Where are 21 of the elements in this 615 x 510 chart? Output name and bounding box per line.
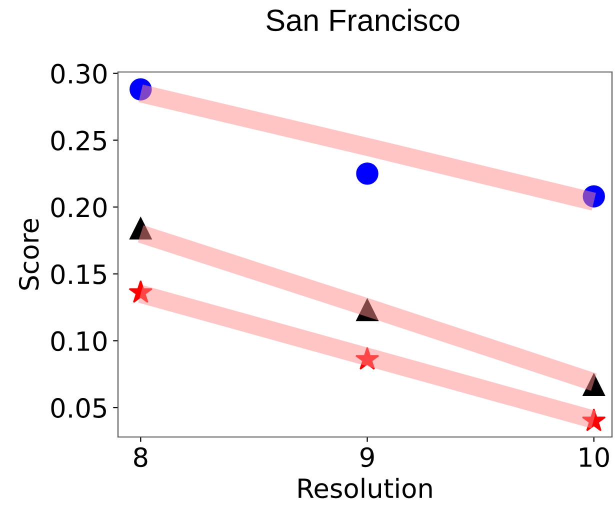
point xyxy=(356,298,378,322)
y-tick-label: 0.20 xyxy=(51,197,107,218)
y-tick-label: 0.25 xyxy=(51,130,106,151)
x-tick-label: 8 xyxy=(134,447,148,468)
point xyxy=(130,78,152,100)
y-tick-label: 0.10 xyxy=(51,331,107,352)
y-axis-title: Score xyxy=(18,218,39,290)
point xyxy=(355,346,380,370)
point xyxy=(582,185,605,208)
point xyxy=(356,162,378,185)
y-tick-label: 0.05 xyxy=(51,398,106,418)
x-tick-label: 9 xyxy=(360,447,374,468)
point xyxy=(582,374,605,396)
point xyxy=(582,408,606,432)
x-axis-title: Resolution xyxy=(298,478,432,498)
point xyxy=(128,280,153,303)
chart-title: San Francisco xyxy=(266,8,460,32)
x-tick-label: 10 xyxy=(580,447,609,468)
point xyxy=(130,217,152,240)
y-tick-label: 0.15 xyxy=(51,264,106,284)
y-tick-label: 0.30 xyxy=(51,64,107,84)
